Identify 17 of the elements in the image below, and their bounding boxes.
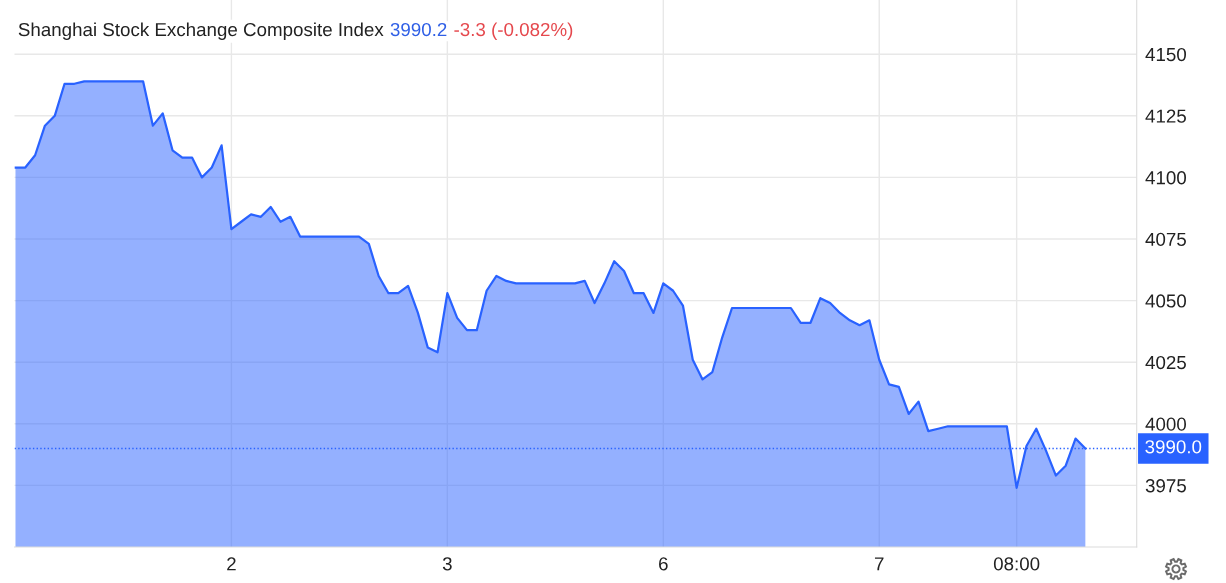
y-tick-label: 4100: [1145, 171, 1187, 185]
annotation: 3990.2: [390, 22, 447, 37]
x-tick-label: 6: [659, 557, 668, 571]
y-tick-label: 3975: [1145, 479, 1186, 493]
y-tick-label: 4075: [1145, 232, 1186, 246]
y-tick-label: 4125: [1145, 109, 1186, 123]
annotation: -3.3 (-0.082%): [454, 22, 573, 40]
ref-line-label: 3990.0: [1145, 440, 1202, 454]
y-tick-label: 4050: [1145, 294, 1187, 308]
x-tick-label: 08:00: [993, 557, 1040, 571]
x-tick-label: 2: [227, 557, 236, 571]
x-tick-label: 7: [874, 557, 884, 571]
y-tick-label: 4025: [1145, 355, 1186, 370]
x-tick-label: 3: [442, 557, 452, 571]
text: Shanghai Stock Exchange Composite Index: [18, 22, 384, 40]
y-tick-label: 4000: [1145, 417, 1187, 431]
y-tick-label: 4150: [1145, 47, 1187, 62]
